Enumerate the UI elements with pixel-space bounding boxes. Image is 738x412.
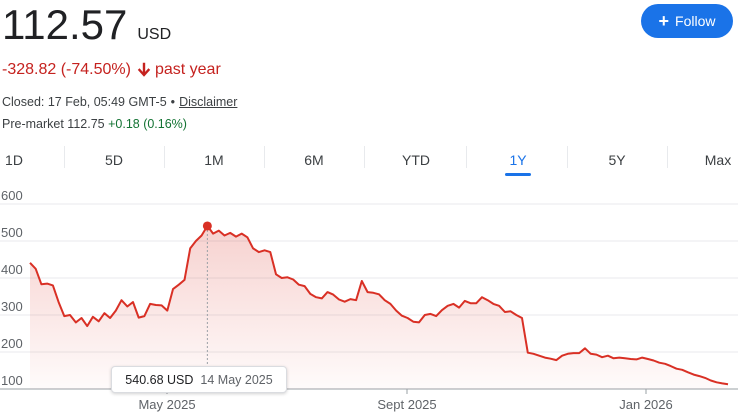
premarket-change: +0.18 (0.16%) [108, 117, 187, 131]
y-tick-label: 400 [1, 262, 23, 277]
price-line [29, 224, 729, 386]
current-price: 112.57 [2, 1, 128, 48]
arrow-down-icon [137, 62, 151, 77]
tab-5y[interactable]: 5Y [608, 152, 626, 168]
plus-icon: + [658, 11, 670, 31]
disclaimer-link[interactable]: Disclaimer [179, 95, 238, 109]
tab-divider [164, 146, 165, 168]
change-period: past year [154, 61, 221, 78]
tab-1d[interactable]: 1D [5, 152, 23, 168]
price-row: 112.57 USD [2, 4, 171, 46]
tooltip-date: 14 May 2025 [200, 372, 273, 387]
tooltip-value: 540.68 USD [125, 372, 194, 387]
tab-divider [64, 146, 65, 168]
tab-5d[interactable]: 5D [105, 152, 123, 168]
y-tick-label: 600 [1, 190, 23, 203]
premarket-price: Pre-market 112.75 [2, 117, 105, 131]
active-tab-indicator [505, 173, 531, 176]
x-tick-label: Jan 2026 [619, 397, 673, 412]
price-chart[interactable]: 100 200 300 400 500 600 May 2025 Sept 2025 Jan … [0, 190, 738, 412]
market-status: Closed: 17 Feb, 05:49 GMT-5 • Disclaimer [2, 95, 237, 109]
y-tick-label: 500 [1, 225, 23, 240]
tab-ytd[interactable]: YTD [402, 152, 430, 168]
tab-divider [364, 146, 365, 168]
tab-max[interactable]: Max [704, 152, 732, 168]
tab-divider [264, 146, 265, 168]
follow-button-label: Follow [675, 13, 716, 29]
x-tick-label: May 2025 [138, 397, 195, 412]
change-value: -328.82 (-74.50%) [2, 61, 131, 78]
premarket-info: Pre-market 112.75 +0.18 (0.16%) [2, 117, 187, 131]
tab-1y[interactable]: 1Y [509, 152, 527, 168]
price-change: -328.82 (-74.50%) past year [2, 61, 221, 79]
tab-1m[interactable]: 1M [204, 152, 224, 168]
tab-divider [567, 146, 568, 168]
hover-point [202, 221, 212, 231]
y-tick-label: 300 [1, 299, 23, 314]
chart-area-fill [30, 225, 728, 389]
y-tick-label: 100 [1, 373, 23, 388]
separator-dot: • [170, 95, 176, 109]
tab-divider [667, 146, 668, 168]
tab-6m[interactable]: 6M [304, 152, 324, 168]
follow-button[interactable]: + Follow [641, 4, 733, 38]
y-tick-label: 200 [1, 336, 23, 351]
tab-divider [466, 146, 467, 168]
x-tick-label: Sept 2025 [377, 397, 436, 412]
hover-tooltip: 540.68 USD 14 May 2025 [111, 366, 287, 393]
closed-time: Closed: 17 Feb, 05:49 GMT-5 [2, 95, 167, 109]
currency-label: USD [137, 26, 172, 43]
range-tabs: 1D 5D 1M 6M YTD 1Y 5Y Max [0, 146, 738, 176]
